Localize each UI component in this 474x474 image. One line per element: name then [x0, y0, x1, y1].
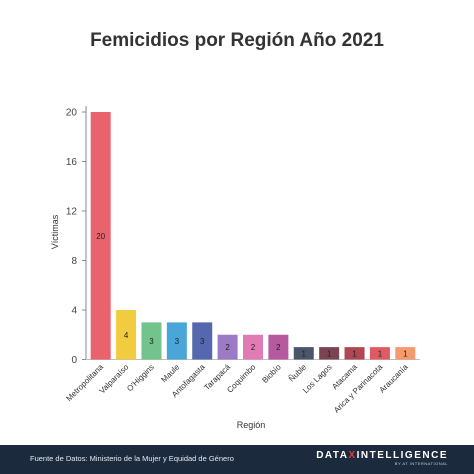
y-tick-label: 8	[71, 256, 77, 267]
bar-value-label: 3	[149, 337, 154, 346]
bar	[268, 334, 289, 360]
bar	[116, 310, 137, 360]
footer-bar: Fuente de Datos: Ministerio de la Mujer …	[0, 445, 474, 474]
bar-value-label: 1	[403, 349, 408, 358]
y-tick-label: 0	[71, 355, 77, 366]
bar-value-label: 4	[124, 331, 129, 340]
bar-chart: 04812162020Metropolitana4Valparaíso3O'Hi…	[50, 106, 420, 430]
x-tick-label: O'Higgins	[125, 363, 156, 394]
chart-title: Femicidios por Región Año 2021	[90, 30, 384, 51]
bar	[192, 322, 213, 360]
bar	[243, 334, 263, 360]
x-axis-title: Región	[237, 420, 266, 430]
y-tick-label: 12	[66, 207, 78, 218]
x-tick-label: Maule	[159, 362, 181, 384]
bar	[141, 322, 162, 360]
bar	[344, 347, 365, 360]
bar	[293, 347, 314, 360]
bar	[217, 334, 238, 360]
y-tick-label: 4	[71, 306, 77, 317]
y-axis-title: Víctimas	[50, 214, 60, 249]
brand-name-post: INTELLIGENCE	[356, 450, 448, 461]
bar-value-label: 2	[251, 343, 256, 352]
y-tick-label: 16	[66, 157, 78, 168]
bar	[369, 347, 390, 360]
bar	[90, 112, 111, 360]
bar	[166, 322, 187, 360]
bar-value-label: 1	[352, 349, 357, 358]
bar	[395, 347, 416, 360]
brand-name-pre: DATA	[316, 450, 349, 461]
bar-value-label: 20	[96, 232, 105, 241]
brand-x-mark: X	[348, 450, 357, 461]
brand-subtitle: BY AT INTERNATIONAL	[394, 461, 448, 466]
bar-value-label: 2	[225, 343, 230, 352]
bar-value-label: 3	[175, 337, 180, 346]
bar-value-label: 1	[302, 349, 307, 358]
bar-value-label: 2	[276, 343, 281, 352]
x-tick-label: Ñuble	[287, 362, 309, 384]
x-tick-label: Biobío	[260, 362, 283, 385]
bar-value-label: 3	[200, 337, 205, 346]
brand-logo: DATAXINTELLIGENCE BY AT INTERNATIONAL	[316, 450, 448, 466]
bar-value-label: 1	[327, 349, 332, 358]
y-tick-label: 20	[66, 108, 78, 119]
x-tick-label: Metropolitana	[64, 362, 105, 403]
bar	[319, 347, 340, 360]
bar-value-label: 1	[378, 349, 383, 358]
data-source-note: Fuente de Datos: Ministerio de la Mujer …	[30, 454, 234, 463]
